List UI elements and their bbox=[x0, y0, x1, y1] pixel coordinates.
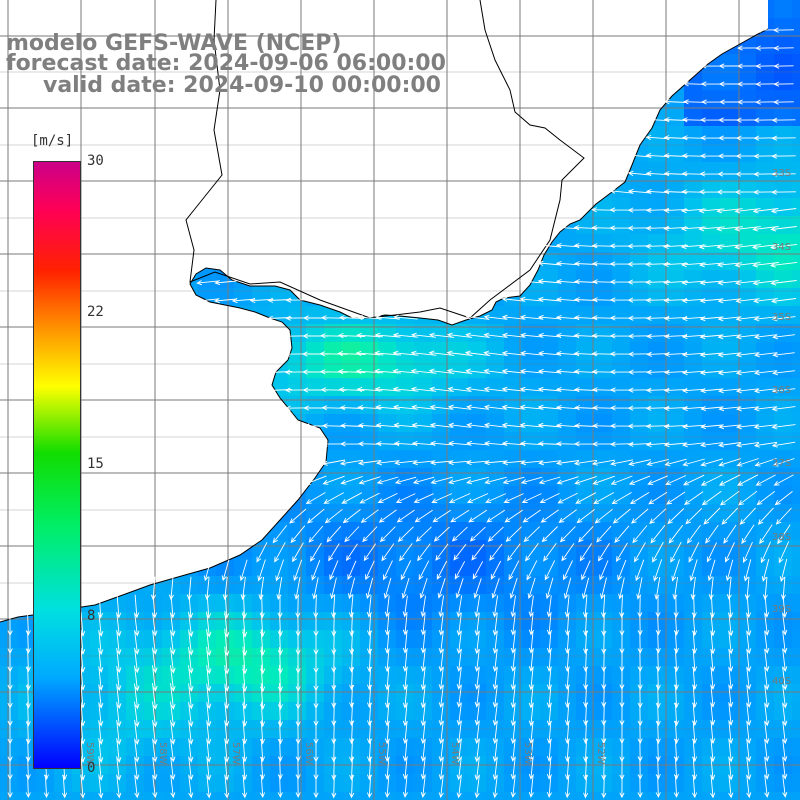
colorbar-tick-8: 8 bbox=[87, 608, 96, 624]
lon-label: 59W bbox=[84, 742, 95, 765]
colorbar-tick-30: 30 bbox=[87, 153, 104, 169]
colorbar-tick-22: 22 bbox=[87, 304, 104, 320]
lat-label: 40S bbox=[772, 676, 791, 687]
lon-label: 56W bbox=[303, 742, 314, 765]
lat-label: 36S bbox=[772, 385, 791, 396]
lon-label: 54W bbox=[449, 742, 460, 765]
lat-label: 33S bbox=[772, 168, 791, 179]
valid-date: valid date: 2024-09-10 00:00:00 bbox=[43, 73, 441, 98]
colorbar bbox=[33, 161, 81, 769]
lat-label: 35S bbox=[772, 312, 791, 323]
lon-label: 57W bbox=[230, 742, 241, 765]
lat-label: 37S bbox=[772, 458, 791, 469]
lon-label: 52W bbox=[595, 742, 606, 765]
colorbar-unit: [m/s] bbox=[31, 133, 74, 149]
lon-label: 53W bbox=[522, 742, 533, 765]
colorbar-tick-15: 15 bbox=[87, 456, 104, 472]
wind-arrows bbox=[7, 27, 798, 799]
country-border bbox=[185, 0, 585, 319]
lat-label: 39S bbox=[772, 604, 791, 615]
latitude-labels: 33S 34S 35S 36S 37S 38S 39S 40S bbox=[772, 168, 791, 687]
lon-label: 55W bbox=[376, 742, 387, 765]
forecast-date: forecast date: 2024-09-06 06:00:00 bbox=[6, 51, 446, 76]
lat-label: 38S bbox=[772, 532, 791, 543]
model-title: modelo GEFS-WAVE (NCEP) bbox=[6, 31, 342, 56]
coastline bbox=[0, 28, 769, 623]
lat-label: 34S bbox=[772, 242, 791, 253]
colorbar-tick-0: 0 bbox=[87, 760, 96, 776]
lon-label: 58W bbox=[157, 742, 168, 765]
longitude-labels: 59W 58W 57W 56W 55W 54W 53W 52W bbox=[84, 742, 606, 765]
